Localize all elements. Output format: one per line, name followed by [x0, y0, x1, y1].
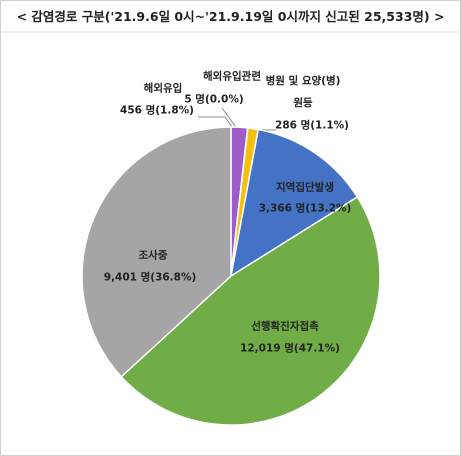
- leader-line: [198, 116, 234, 129]
- slice-name: 병원 및 요양(병)원등: [265, 75, 341, 109]
- leader-line: [221, 107, 237, 128]
- pie-slice: [229, 128, 359, 278]
- value-label: 12,019 명(47.1%): [240, 342, 340, 355]
- slice-name: 조사중: [138, 249, 168, 262]
- chart-title: < 감염경로 구분('21.9.6일 0시~'21.9.19일 0시까지 신고된…: [16, 9, 445, 24]
- watermark: NEWSIS: [321, 414, 443, 444]
- pie-slice: [120, 195, 381, 426]
- slice-name: 지역집단발생: [276, 181, 334, 194]
- slice-name: 선행확진자접촉: [251, 320, 319, 333]
- value-label: 286 명(1.1%): [275, 119, 349, 132]
- value-label: 9,401 명(36.8%): [103, 271, 197, 284]
- value-label: 5 명(0.0%): [184, 93, 244, 106]
- pie-slice: [81, 126, 232, 378]
- value-label: 3,366 명(13.2%): [258, 202, 352, 215]
- slice-name: 해외유입: [143, 82, 183, 95]
- value-label: 456 명(1.8%): [120, 104, 194, 117]
- slice-name: 해외유입관련: [203, 70, 261, 83]
